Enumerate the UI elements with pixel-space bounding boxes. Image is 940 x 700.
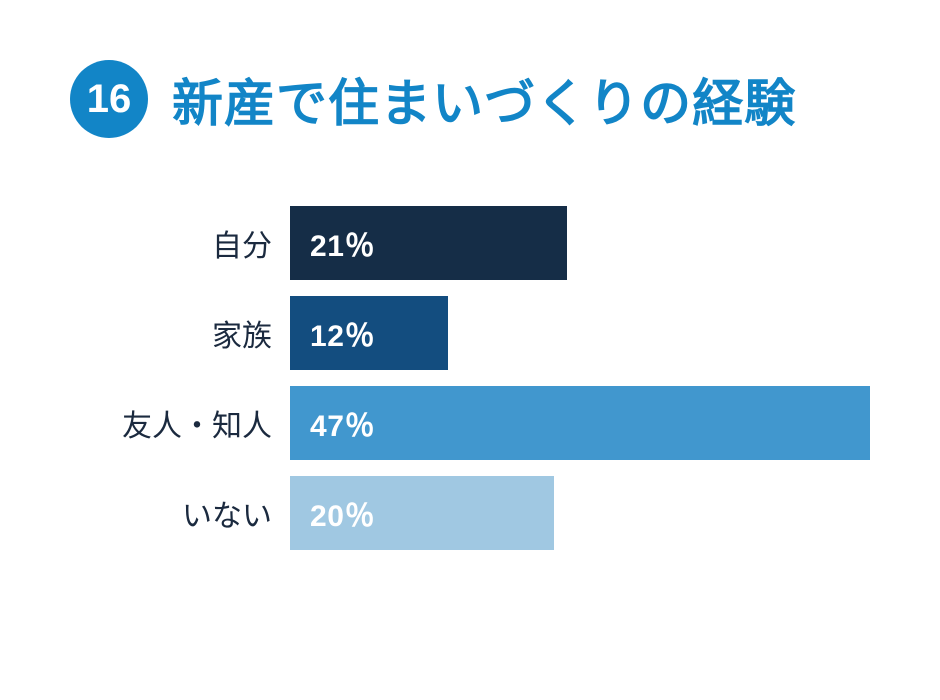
- bar: 21％: [290, 206, 567, 280]
- badge-circle: 16: [70, 60, 148, 138]
- bar-value: 47％: [310, 401, 375, 445]
- chart-header: 16 新産で住まいづくりの経験: [70, 60, 870, 138]
- chart-title: 新産で住まいづくりの経験: [172, 62, 796, 136]
- badge-number: 16: [87, 77, 132, 122]
- bar-label: いない: [80, 491, 290, 535]
- bar-value: 21％: [310, 221, 375, 265]
- bar-label: 家族: [80, 311, 290, 355]
- chart-card: 16 新産で住まいづくりの経験 自分 21％ 家族 12％ 友人・知人 47％ …: [0, 0, 940, 700]
- bar: 20％: [290, 476, 554, 550]
- bar-label: 友人・知人: [80, 401, 290, 445]
- bar-chart: 自分 21％ 家族 12％ 友人・知人 47％ いない 20％: [70, 206, 870, 550]
- bar-value: 20％: [310, 491, 375, 535]
- chart-row: 家族 12％: [80, 296, 870, 370]
- chart-row: 友人・知人 47％: [80, 386, 870, 460]
- bar: 12％: [290, 296, 448, 370]
- bar-value: 12％: [310, 311, 375, 355]
- bar: 47％: [290, 386, 870, 460]
- chart-row: 自分 21％: [80, 206, 870, 280]
- chart-row: いない 20％: [80, 476, 870, 550]
- bar-label: 自分: [80, 221, 290, 265]
